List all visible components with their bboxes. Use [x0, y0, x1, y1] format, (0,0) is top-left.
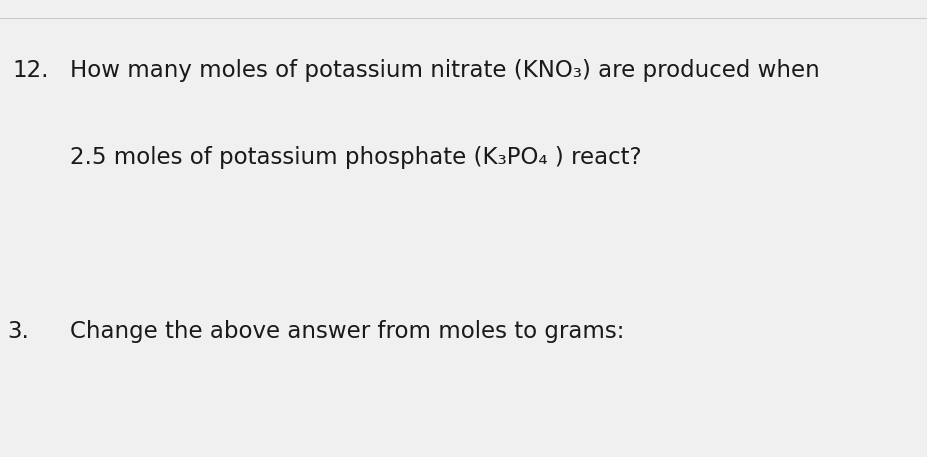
- Text: 12.: 12.: [12, 59, 48, 82]
- Text: Change the above answer from moles to grams:: Change the above answer from moles to gr…: [70, 320, 623, 343]
- Text: 3.: 3.: [7, 320, 30, 343]
- Text: How many moles of potassium nitrate (KNO₃) are produced when: How many moles of potassium nitrate (KNO…: [70, 59, 819, 82]
- Text: 2.5 moles of potassium phosphate (K₃PO₄ ) react?: 2.5 moles of potassium phosphate (K₃PO₄ …: [70, 146, 641, 169]
